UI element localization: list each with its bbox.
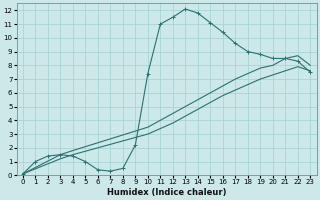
X-axis label: Humidex (Indice chaleur): Humidex (Indice chaleur) xyxy=(107,188,226,197)
